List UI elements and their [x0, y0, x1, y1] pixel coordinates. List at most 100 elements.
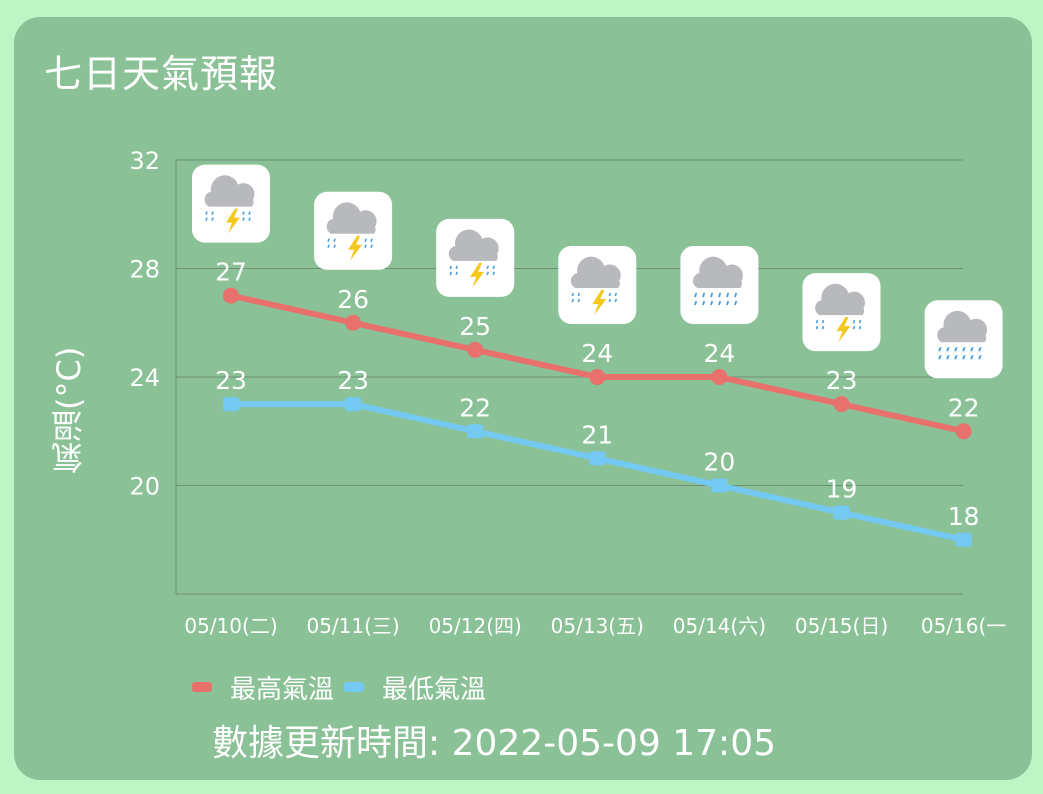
- rain-icon: [680, 246, 759, 324]
- rain-drop: [248, 211, 251, 215]
- x-tick-label: 05/15(日): [795, 614, 888, 638]
- rain-drop: [364, 244, 367, 249]
- low-temp-data-label: 22: [459, 393, 491, 422]
- update-value: 2022-05-09 17:05: [451, 723, 776, 764]
- rain-drop: [946, 346, 950, 352]
- low-temp-data-label: 18: [948, 502, 980, 531]
- rain-drop: [954, 354, 958, 360]
- rain-icon: [924, 300, 1003, 379]
- low-temp-data-label: 19: [826, 475, 858, 504]
- high-temp-point: [833, 396, 850, 413]
- cloud-shape: [326, 202, 377, 234]
- rain-drop: [734, 300, 738, 306]
- rain-drop: [970, 354, 974, 360]
- low-temp-data-label: 23: [337, 366, 369, 395]
- rain-drop: [449, 271, 452, 276]
- rain-drop: [694, 292, 698, 298]
- rain-drop: [370, 238, 373, 243]
- rain-drop: [486, 271, 489, 276]
- rain-drop: [327, 244, 330, 249]
- cloud-shape: [570, 256, 621, 288]
- y-tick-label: 24: [129, 364, 160, 392]
- legend: 最高氣溫 最低氣溫: [192, 669, 496, 705]
- rain-drop: [370, 244, 373, 249]
- x-tick-label: 05/14(六): [673, 614, 766, 638]
- rain-drop: [821, 319, 825, 324]
- low-temp-point: [955, 532, 972, 547]
- lightning-bolt: [836, 317, 851, 343]
- low-temp-data-label: 20: [703, 448, 735, 477]
- cloud-shape: [448, 229, 499, 261]
- rain-drop: [248, 217, 251, 221]
- rain-drop: [815, 325, 819, 330]
- legend-item-high: 最高氣溫: [192, 669, 334, 706]
- high-temp-point: [345, 314, 362, 331]
- high-temp-point: [589, 369, 606, 385]
- y-tick-label: 20: [129, 473, 160, 501]
- rain-drop: [242, 217, 245, 221]
- high-temp-data-label: 24: [703, 339, 735, 368]
- high-temp-data-label: 24: [581, 339, 613, 368]
- rain-drop: [702, 292, 706, 298]
- chart-title: 七日天氣預報: [44, 52, 279, 96]
- rain-drop: [694, 300, 698, 306]
- rain-drop: [726, 300, 730, 306]
- x-tick-label: 05/11(三): [306, 614, 399, 638]
- rain-drop: [242, 211, 245, 215]
- rain-drop: [858, 325, 862, 330]
- cloud-shape: [937, 310, 988, 343]
- legend-swatch-low: [344, 682, 365, 692]
- rain-drop: [492, 271, 495, 276]
- rain-drop: [364, 238, 367, 243]
- legend-label-low: 最低氣溫: [382, 674, 487, 705]
- x-tick-label: 05/12(四): [429, 614, 522, 638]
- rain-drop: [852, 319, 856, 324]
- rain-drop: [938, 346, 942, 352]
- rain-drop: [726, 292, 730, 298]
- high-temp-data-label: 23: [826, 366, 858, 395]
- high-temp-point: [955, 423, 972, 440]
- update-label: 數據更新時間:: [212, 723, 441, 764]
- cloud-shape: [204, 175, 255, 207]
- rain-drop: [815, 319, 819, 324]
- rain-drop: [821, 325, 825, 330]
- rain-drop: [710, 300, 714, 306]
- y-tick-label: 32: [129, 147, 160, 175]
- high-temp-data-label: 22: [948, 393, 980, 422]
- rain-drop: [492, 265, 495, 270]
- rain-drop: [608, 298, 612, 303]
- cloud-shape: [815, 283, 865, 316]
- low-temp-data-label: 21: [581, 420, 613, 449]
- rain-drop: [333, 238, 336, 243]
- thunderstorm-icon: [802, 273, 881, 352]
- rain-drop: [978, 346, 982, 352]
- high-temp-data-label: 25: [459, 312, 491, 341]
- rain-drop: [614, 298, 618, 303]
- rain-drop: [734, 292, 738, 298]
- rain-drop: [333, 244, 336, 249]
- low-temp-point: [711, 478, 728, 493]
- rain-drop: [962, 346, 966, 352]
- rain-drop: [455, 265, 458, 270]
- rain-drop: [486, 265, 489, 270]
- x-tick-label: 05/13(五): [551, 614, 644, 638]
- rain-drop: [710, 292, 714, 298]
- high-temp-data-label: 26: [337, 285, 369, 314]
- low-temp-point: [467, 424, 484, 439]
- high-temp-data-label: 27: [215, 258, 247, 287]
- rain-drop: [205, 217, 208, 221]
- rain-drop: [205, 211, 208, 215]
- x-tick-label: 05/16(一: [921, 614, 1006, 638]
- low-temp-point: [833, 505, 850, 520]
- lightning-bolt: [470, 262, 485, 288]
- low-temp-point: [589, 451, 606, 466]
- rain-drop: [577, 298, 581, 303]
- rain-drop: [852, 325, 856, 330]
- rain-drop: [211, 217, 214, 221]
- rain-drop: [970, 346, 974, 352]
- thunderstorm-icon: [314, 191, 393, 270]
- low-temp-data-label: 23: [215, 366, 247, 395]
- rain-drop: [962, 354, 966, 360]
- thunderstorm-icon: [558, 246, 637, 324]
